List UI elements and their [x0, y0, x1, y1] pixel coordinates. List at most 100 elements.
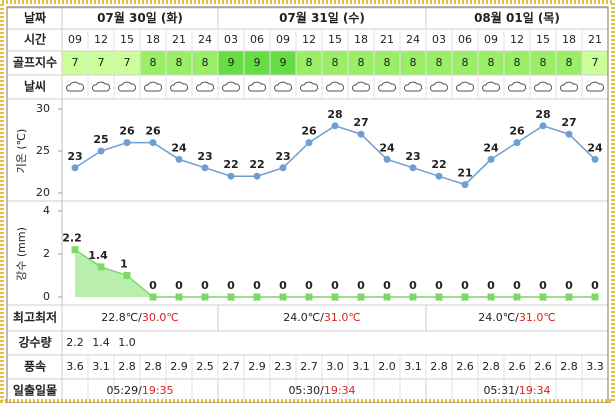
data-label: 0	[357, 279, 365, 292]
data-label: 0	[565, 279, 573, 292]
day-header: 07월 31일 (수)	[279, 10, 365, 25]
golf-index: 7	[592, 56, 599, 69]
data-label: 0	[175, 279, 183, 292]
precip-amount: 1.4	[92, 336, 110, 349]
data-label: 22	[431, 158, 446, 171]
golf-cell	[452, 51, 478, 75]
point	[149, 139, 157, 147]
golf-index: 8	[332, 56, 339, 69]
point	[539, 293, 547, 301]
golf-index: 7	[124, 56, 131, 69]
golf-cell	[582, 51, 608, 75]
point	[513, 139, 521, 147]
point	[461, 293, 469, 301]
y-tick-label: 4	[43, 204, 50, 217]
cloud	[507, 81, 527, 92]
golf-index: 8	[462, 56, 469, 69]
time: 06	[250, 33, 264, 46]
cloud	[247, 81, 267, 92]
wind: 2.7	[300, 360, 318, 373]
time: 21	[588, 33, 602, 46]
sun: 05:30/19:34	[288, 384, 355, 397]
cloud	[377, 81, 397, 92]
weather-icon	[195, 81, 215, 92]
point	[383, 155, 391, 163]
row-label: 날씨	[24, 80, 46, 94]
golf-index: 8	[150, 56, 157, 69]
y-tick-label: 2	[43, 247, 50, 260]
cloud	[117, 81, 137, 92]
point	[201, 293, 209, 301]
cloud	[91, 81, 111, 92]
sun-b: 19:34	[324, 384, 356, 397]
golf-index: 8	[436, 56, 443, 69]
golf-index: 8	[488, 56, 495, 69]
point	[253, 293, 261, 301]
weather-icon	[299, 81, 319, 92]
wind: 2.8	[144, 360, 162, 373]
golf-cell	[244, 51, 270, 75]
point	[383, 293, 391, 301]
wind: 2.9	[170, 360, 188, 373]
point	[331, 293, 339, 301]
weather-icon	[429, 81, 449, 92]
golf-index: 8	[514, 56, 521, 69]
golf-cell	[62, 51, 88, 75]
point	[175, 293, 183, 301]
point	[435, 172, 443, 180]
weather-icon	[377, 81, 397, 92]
point	[513, 293, 521, 301]
golf-index: 8	[540, 56, 547, 69]
data-label: 0	[227, 279, 235, 292]
wind: 2.5	[196, 360, 214, 373]
sun: 05:31/19:34	[483, 384, 550, 397]
time: 09	[68, 33, 82, 46]
golf-cell	[270, 51, 296, 75]
wind: 3.1	[352, 360, 370, 373]
data-label: 0	[461, 279, 469, 292]
time: 15	[328, 33, 342, 46]
cloud	[455, 81, 475, 92]
point	[279, 164, 287, 172]
wind: 2.6	[508, 360, 526, 373]
data-label: 22	[249, 158, 264, 171]
point	[591, 293, 599, 301]
axis-label: 강수 (mm)	[15, 227, 28, 281]
data-label: 1	[120, 258, 128, 271]
point	[409, 164, 417, 172]
time: 03	[224, 33, 238, 46]
point	[461, 181, 469, 189]
weather-icon	[533, 81, 553, 92]
point	[123, 272, 131, 279]
data-label: 28	[327, 108, 342, 121]
golf-index: 8	[358, 56, 365, 69]
data-label: 26	[145, 125, 161, 138]
cloud	[481, 81, 501, 92]
cloud	[169, 81, 189, 92]
data-label: 26	[509, 125, 525, 138]
golf-index: 8	[566, 56, 573, 69]
wind: 2.9	[248, 360, 266, 373]
time: 18	[562, 33, 576, 46]
point	[487, 155, 495, 163]
row-label: 강수량	[18, 336, 51, 350]
sun-b: 19:35	[142, 384, 174, 397]
row-label: 풍속	[24, 360, 46, 374]
data-label: 23	[67, 150, 82, 163]
maxmin-a: 22.8℃/	[101, 311, 142, 324]
row-label: 골프지수	[13, 55, 57, 70]
maxmin-b: 31.0℃	[519, 311, 556, 324]
wind: 2.7	[222, 360, 240, 373]
golf-index: 7	[72, 56, 79, 69]
point	[331, 122, 339, 130]
cloud	[143, 81, 163, 92]
data-label: 28	[535, 108, 550, 121]
sun-a: 05:31/	[483, 384, 519, 397]
time: 21	[380, 33, 394, 46]
weather-icon	[247, 81, 267, 92]
golf-index: 8	[410, 56, 417, 69]
point	[71, 246, 79, 254]
data-label: 26	[301, 125, 317, 138]
weather-icon	[559, 81, 579, 92]
